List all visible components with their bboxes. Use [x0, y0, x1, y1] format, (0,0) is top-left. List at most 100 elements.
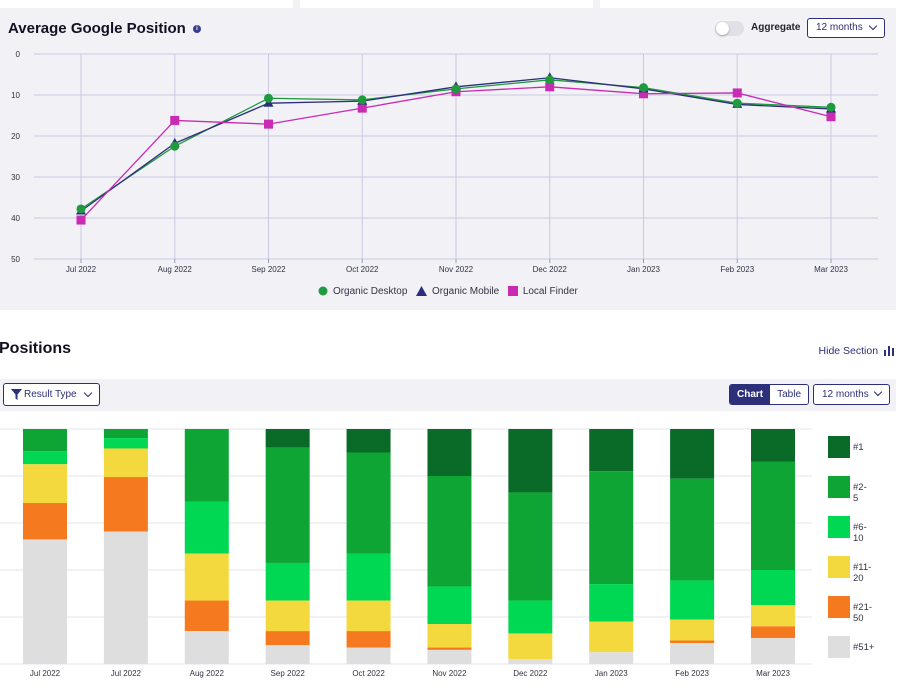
data-point-local-finder [357, 103, 367, 113]
bar-segment-pos-11-20 [427, 624, 472, 648]
bar-segment-pos-2-5 [751, 461, 795, 570]
x-tick-label: Feb 2023 [675, 669, 709, 678]
legend-item-local-finder[interactable]: Local Finder [508, 286, 578, 297]
bar-segment-pos-11-20 [265, 600, 310, 632]
y-tick-label: 50 [11, 255, 20, 264]
tile-divider [300, 0, 593, 8]
bar-segment-pos-1 [427, 429, 472, 476]
x-tick-label: Jul 2022 [30, 669, 61, 678]
bar-segment-pos-21-50 [670, 640, 715, 644]
legend-label: #51+ [853, 642, 875, 653]
x-tick-label: Sep 2022 [271, 669, 306, 678]
data-point-organic-desktop [264, 93, 273, 103]
data-point-local-finder [76, 215, 86, 225]
data-point-local-finder [639, 89, 648, 99]
chart-view-button[interactable]: Chart [730, 385, 771, 404]
x-tick-label: Jan 2023 [595, 669, 628, 678]
filter-icon [11, 389, 22, 400]
x-tick-label: Aug 2022 [158, 265, 193, 274]
hide-section-link[interactable]: Hide Section [819, 345, 894, 357]
bar-segment-pos-6-10 [103, 438, 148, 449]
info-icon[interactable]: i [192, 25, 201, 34]
bar-segment-pos-11-20 [751, 605, 795, 627]
period-dropdown-value: 12 months [816, 22, 863, 33]
table-view-button[interactable]: Table [770, 385, 809, 404]
bar-segment-pos-1 [589, 429, 634, 472]
legend-swatch [828, 556, 850, 578]
positions-toolbar: Result Type Chart Table 12 months [0, 379, 896, 411]
y-tick-label: 20 [11, 132, 20, 141]
result-type-filter[interactable]: Result Type [3, 383, 100, 406]
bar-segment-pos-6-10 [508, 600, 553, 634]
legend-label: Organic Mobile [431, 286, 500, 297]
bar-segment-pos-11-20 [103, 448, 148, 478]
bar-segment-pos-1 [751, 429, 795, 462]
tile-divider [0, 0, 293, 8]
bar-segment-pos-51-plus [103, 531, 148, 664]
chart-title-text: Average Google Position [8, 20, 186, 37]
legend-label: #21-50 [853, 602, 873, 624]
bar-segment-pos-21-50 [184, 600, 229, 632]
bar-segment-pos-51-plus [346, 647, 391, 664]
bar-segment-pos-6-10 [751, 570, 795, 606]
data-point-organic-desktop [170, 141, 180, 151]
circle-marker-icon [318, 286, 328, 296]
bar-segment-pos-51-plus [589, 652, 634, 664]
bar-segment-pos-6-10 [427, 586, 472, 625]
x-tick-label: Mar 2023 [814, 265, 848, 274]
y-tick-label: 0 [16, 50, 21, 59]
bar-segment-pos-2-5 [346, 452, 391, 554]
legend-label: #11-20 [853, 562, 872, 584]
bar-segment-pos-51-plus [427, 649, 472, 664]
average-position-card: Average Google Position i Aggregate 12 m… [0, 0, 896, 310]
legend-swatch [828, 636, 850, 658]
bar-segment-pos-2-5 [589, 471, 634, 585]
period-dropdown-value: 12 months [822, 389, 869, 400]
square-marker-icon [508, 286, 519, 297]
data-point-organic-desktop [357, 95, 367, 105]
bar-segment-pos-2-5 [265, 447, 310, 563]
bar-segment-pos-21-50 [346, 631, 391, 648]
x-tick-label: Nov 2022 [432, 669, 467, 678]
legend-item-organic-mobile[interactable]: Organic Mobile [416, 286, 499, 297]
data-point-organic-desktop [732, 98, 742, 108]
bar-segment-pos-6-10 [184, 501, 229, 554]
data-point-local-finder [264, 119, 273, 129]
bar-segment-pos-51-plus [184, 631, 229, 664]
aggregate-toggle[interactable] [715, 21, 744, 36]
x-tick-label: Feb 2023 [720, 265, 754, 274]
x-tick-label: Jul 2022 [66, 265, 97, 274]
x-tick-label: Oct 2022 [346, 265, 379, 274]
data-point-local-finder [545, 82, 555, 92]
chart-title: Average Google Position i [8, 20, 201, 37]
bar-segment-pos-2-5 [103, 429, 148, 439]
bar-segment-pos-6-10 [23, 451, 67, 465]
y-tick-label: 30 [11, 173, 20, 182]
legend-label: #6-10 [853, 522, 867, 544]
aggregate-label: Aggregate [751, 22, 801, 33]
period-dropdown[interactable]: 12 months [807, 18, 885, 38]
data-point-local-finder [826, 112, 836, 122]
bar-segment-pos-11-20 [670, 619, 715, 641]
bar-chart-icon [884, 346, 894, 357]
data-point-organic-desktop [545, 75, 555, 85]
legend-swatch [828, 476, 850, 498]
toggle-knob [716, 22, 729, 35]
section-title: Positions [0, 340, 72, 357]
bar-segment-pos-21-50 [23, 503, 67, 540]
bar-segment-pos-1 [346, 429, 391, 453]
x-tick-label: Jan 2023 [627, 265, 660, 274]
line-chart-legend: Organic Desktop Organic Mobile Local Fin… [0, 286, 896, 297]
data-point-organic-desktop [639, 83, 648, 93]
average-position-line-chart: 0 10 20 30 40 50 Jul 2022 Aug 2022 Sep 2022 Oct 2… [11, 50, 878, 274]
bar-segment-pos-21-50 [265, 631, 310, 646]
legend-item-organic-desktop[interactable]: Organic Desktop [318, 286, 407, 297]
bar-segment-pos-2-5 [184, 429, 229, 502]
period-dropdown[interactable]: 12 months [813, 384, 890, 405]
bar-segment-pos-51-plus [508, 659, 553, 664]
bar-segment-pos-1 [670, 429, 715, 479]
bar-segment-pos-6-10 [265, 562, 310, 601]
bar-segment-pos-6-10 [589, 584, 634, 622]
hide-section-label: Hide Section [818, 345, 879, 357]
chevron-down-icon [873, 387, 883, 397]
